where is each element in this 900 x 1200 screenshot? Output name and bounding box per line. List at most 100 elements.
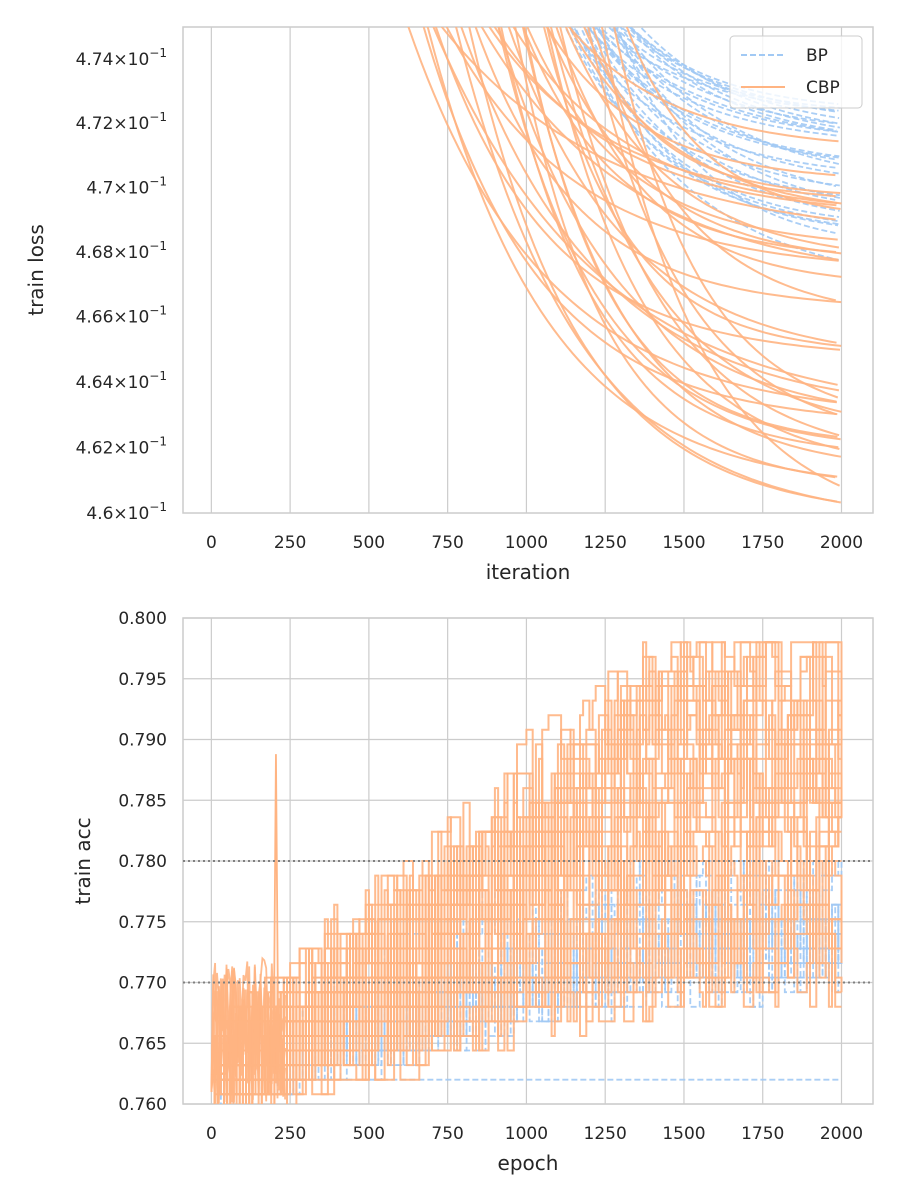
acc-y-tick-label: 0.760 bbox=[118, 1095, 167, 1115]
loss-cbp-line bbox=[407, 27, 838, 404]
loss-bp-line bbox=[607, 27, 837, 125]
loss-x-tick-label: 1750 bbox=[741, 533, 784, 553]
loss-cbp-line bbox=[455, 27, 841, 504]
loss-cbp-line bbox=[546, 27, 842, 255]
loss-bp-line bbox=[616, 27, 836, 234]
loss-bp-line bbox=[628, 27, 841, 129]
loss-cbp-line bbox=[440, 27, 836, 221]
acc-y-tick-label: 0.790 bbox=[118, 731, 167, 751]
acc-x-tick-label: 500 bbox=[353, 1124, 385, 1144]
loss-y-tick-label: 4.66×10−1 bbox=[76, 304, 167, 328]
loss-y-tick-label: 4.72×10−1 bbox=[76, 110, 167, 134]
loss-x-axis-label: iteration bbox=[486, 560, 571, 584]
acc-y-tick-label: 0.780 bbox=[118, 852, 167, 872]
loss-bp-line bbox=[612, 27, 837, 161]
loss-cbp-line bbox=[564, 27, 840, 249]
accuracy-chart: 0 250 500 750 1000 1250 1500 1750 2000 0.760 0.76… bbox=[71, 609, 874, 1175]
loss-bp-line bbox=[628, 27, 840, 119]
acc-cbp-line bbox=[211, 757, 843, 1081]
legend: BP CBP bbox=[729, 35, 863, 109]
legend-cbp-label: CBP bbox=[806, 78, 840, 98]
loss-x-tick-labels: 0 250 500 750 1000 1250 1500 1750 2000 bbox=[206, 533, 863, 553]
loss-cbp-line bbox=[460, 27, 840, 392]
loss-bp-line bbox=[613, 27, 837, 187]
loss-cbp-line bbox=[445, 27, 839, 262]
loss-cbp-line bbox=[555, 27, 842, 278]
loss-cbp-line bbox=[432, 27, 838, 386]
loss-bp-line bbox=[587, 27, 841, 159]
loss-bp-line bbox=[568, 27, 840, 226]
loss-y-tick-label: 4.64×10−1 bbox=[76, 369, 167, 393]
acc-y-tick-label: 0.800 bbox=[118, 609, 167, 629]
loss-cbp-line bbox=[583, 27, 841, 194]
loss-cbp-line bbox=[497, 27, 837, 403]
loss-cbp-line bbox=[426, 27, 838, 478]
loss-bp-line bbox=[595, 27, 840, 175]
loss-series bbox=[407, 27, 842, 504]
acc-reference-lines bbox=[183, 860, 873, 984]
acc-y-tick-label: 0.765 bbox=[118, 1034, 167, 1054]
acc-cbp-line bbox=[211, 860, 842, 1096]
loss-chart: 0 250 500 750 1000 1250 1500 1750 2000 4.6×10−14… bbox=[24, 26, 874, 584]
acc-x-axis-label: epoch bbox=[498, 1151, 559, 1175]
loss-cbp-line bbox=[488, 27, 836, 198]
legend-box bbox=[729, 35, 863, 109]
loss-x-tick-label: 750 bbox=[431, 533, 463, 553]
loss-y-tick-label: 4.68×10−1 bbox=[76, 239, 167, 263]
loss-cbp-line bbox=[542, 27, 842, 347]
loss-bp-line bbox=[592, 27, 837, 133]
acc-x-tick-label: 2000 bbox=[820, 1124, 863, 1144]
loss-cbp-line bbox=[546, 27, 840, 450]
acc-series bbox=[210, 641, 843, 1104]
loss-y-tick-label: 4.74×10−1 bbox=[76, 46, 167, 70]
loss-cbp-line bbox=[512, 27, 838, 205]
acc-cbp-line bbox=[211, 714, 842, 1096]
loss-x-tick-label: 1250 bbox=[584, 533, 627, 553]
loss-cbp-line bbox=[468, 27, 838, 503]
loss-y-tick-label: 4.62×10−1 bbox=[76, 434, 167, 458]
acc-y-tick-label: 0.785 bbox=[118, 791, 167, 811]
loss-cbp-line bbox=[545, 27, 836, 177]
loss-y-tick-label: 4.6×10−1 bbox=[86, 500, 167, 524]
acc-x-tick-label: 0 bbox=[206, 1124, 217, 1144]
loss-bp-line bbox=[619, 27, 841, 166]
acc-x-tick-label: 250 bbox=[274, 1124, 306, 1144]
acc-x-tick-label: 1000 bbox=[505, 1124, 548, 1144]
loss-bp-line bbox=[572, 27, 840, 197]
loss-cbp-line bbox=[522, 27, 837, 253]
loss-x-tick-label: 250 bbox=[274, 533, 306, 553]
loss-bp-line bbox=[639, 27, 839, 125]
acc-x-tick-labels: 0 250 500 750 1000 1250 1500 1750 2000 bbox=[206, 1124, 863, 1144]
loss-bp-line bbox=[584, 27, 840, 212]
acc-x-tick-label: 750 bbox=[431, 1124, 463, 1144]
acc-x-tick-label: 1500 bbox=[662, 1124, 705, 1144]
loss-cbp-line bbox=[559, 27, 840, 437]
acc-cbp-spike bbox=[272, 754, 280, 1044]
loss-x-tick-label: 0 bbox=[206, 533, 217, 553]
loss-bp-line bbox=[588, 27, 836, 201]
loss-y-tick-label: 4.7×10−1 bbox=[86, 174, 167, 198]
loss-cbp-line bbox=[500, 27, 839, 449]
loss-cbp-line bbox=[568, 27, 842, 205]
loss-x-tick-label: 1000 bbox=[505, 533, 548, 553]
loss-cbp-line bbox=[567, 27, 839, 143]
loss-cbp-line bbox=[507, 27, 837, 344]
legend-bp-label: BP bbox=[806, 46, 828, 66]
loss-y-tick-labels: 4.6×10−1 4.62×10−1 4.64×10−1 4.66×10−1 4.68×… bbox=[76, 46, 167, 524]
loss-x-tick-label: 1500 bbox=[662, 533, 705, 553]
loss-cbp-line bbox=[493, 27, 837, 207]
acc-y-tick-labels: 0.760 0.765 0.770 0.775 0.780 0.785 0.790 0.795… bbox=[118, 609, 167, 1115]
acc-y-tick-label: 0.775 bbox=[118, 913, 167, 933]
loss-cbp-line bbox=[480, 27, 839, 261]
acc-y-axis-label: train acc bbox=[71, 817, 95, 904]
loss-x-tick-label: 2000 bbox=[820, 533, 863, 553]
loss-cbp-line bbox=[523, 27, 838, 438]
loss-x-tick-label: 500 bbox=[353, 533, 385, 553]
acc-y-tick-label: 0.795 bbox=[118, 670, 167, 690]
loss-cbp-line bbox=[592, 27, 837, 302]
acc-x-tick-label: 1750 bbox=[741, 1124, 784, 1144]
acc-x-tick-label: 1250 bbox=[584, 1124, 627, 1144]
loss-bp-line bbox=[579, 27, 840, 218]
loss-cbp-line bbox=[474, 27, 842, 304]
